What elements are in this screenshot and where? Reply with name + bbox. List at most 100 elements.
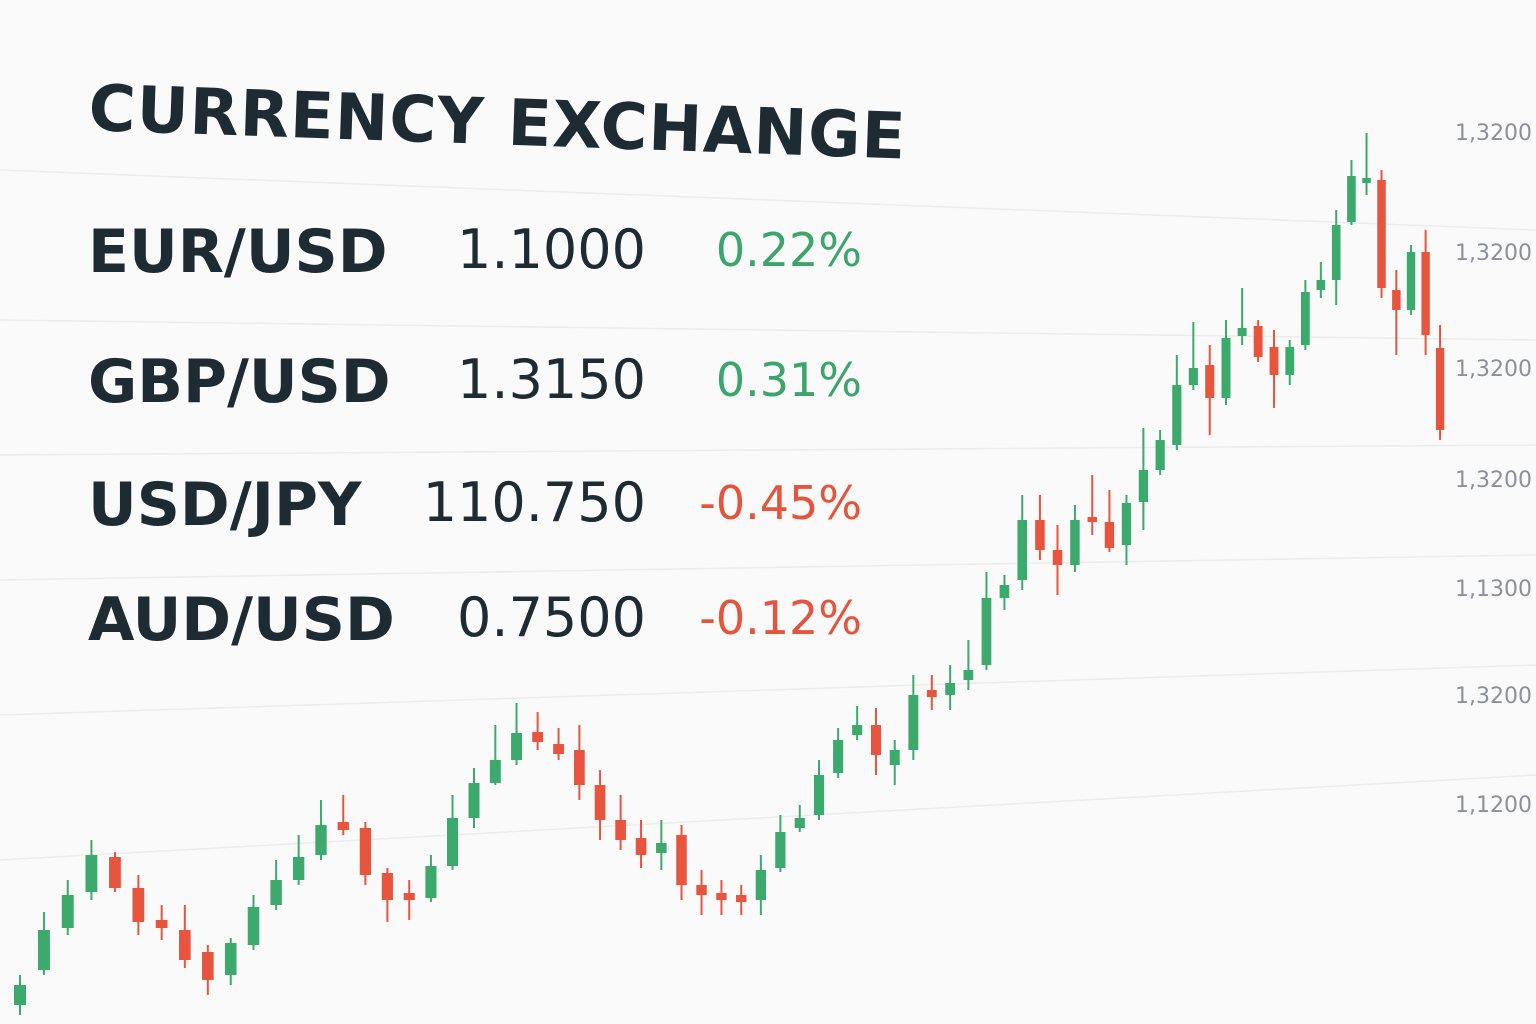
candle-body	[1362, 178, 1371, 183]
candle-body	[635, 838, 647, 855]
candle-body	[676, 835, 687, 885]
candle-body	[14, 985, 26, 1005]
candle-body	[615, 820, 626, 840]
y-axis-label: 1,3200	[1455, 684, 1532, 709]
candle-body	[1070, 520, 1080, 565]
rate-value: 1.1000	[457, 218, 646, 281]
y-axis-label: 1,3200	[1455, 468, 1532, 493]
candle-body	[553, 744, 564, 754]
change-value: -0.12%	[699, 591, 862, 645]
candle-body	[511, 733, 522, 760]
pair-label: GBP/USD	[88, 347, 391, 417]
candle-body	[833, 740, 844, 773]
background-rule	[0, 664, 1536, 716]
candle-body	[1421, 252, 1430, 335]
candle-body	[61, 895, 74, 928]
candle-body	[1205, 365, 1215, 398]
candle-body	[871, 725, 881, 755]
candle-body	[1285, 347, 1295, 375]
candle-body	[1221, 338, 1231, 398]
candle-body	[403, 893, 415, 900]
candle-body	[132, 888, 145, 922]
pair-label: USD/JPY	[88, 470, 363, 540]
candle-body	[656, 843, 667, 853]
candle-body	[1253, 326, 1263, 357]
candle-body	[1188, 368, 1198, 385]
y-axis-label: 1,1200	[1455, 793, 1532, 818]
candle-body	[359, 828, 371, 875]
candle-body	[716, 893, 727, 900]
candle-body	[794, 818, 805, 828]
candle-body	[999, 585, 1010, 598]
candle-body	[425, 866, 437, 898]
candle-body	[155, 920, 168, 928]
candle-body	[1035, 520, 1045, 550]
candle-body	[489, 760, 501, 783]
candle-body	[532, 732, 544, 742]
candle-body	[178, 930, 191, 960]
candle-body	[963, 670, 974, 680]
candle-body	[1052, 550, 1063, 565]
page-title: CURRENCY EXCHANGE	[87, 72, 907, 175]
y-axis-label: 1,3200	[1455, 121, 1532, 146]
candle-body	[1301, 292, 1310, 345]
candle-body	[1435, 348, 1445, 430]
candle-body	[109, 857, 121, 888]
y-axis-label: 1,3200	[1455, 241, 1532, 266]
candle-body	[447, 818, 459, 866]
candle-body	[1121, 503, 1132, 545]
candle-body	[1155, 440, 1165, 470]
candle-body	[1347, 176, 1356, 222]
candlestick-chart: 1,3200 1,3200 1,3200 1,3200 1,1300 1,3200 1,12…	[14, 121, 1532, 1015]
candle-body	[908, 695, 919, 750]
candle-body	[945, 683, 956, 695]
candle-body	[1316, 280, 1326, 290]
candle-body	[813, 775, 825, 815]
y-axis-label: 1,1300	[1455, 577, 1532, 602]
change-value: -0.45%	[699, 476, 862, 530]
background-rule	[0, 169, 1536, 231]
pair-label: EUR/USD	[88, 217, 388, 287]
candle-body	[315, 825, 327, 855]
candle-body	[696, 885, 707, 895]
candle-body	[594, 785, 606, 820]
rate-table: EUR/USD 1.1000 0.22% GBP/USD 1.3150 0.31% USD/…	[88, 217, 862, 655]
candle-body	[1138, 470, 1148, 502]
background-rule	[0, 444, 1536, 456]
candle-body	[926, 690, 937, 697]
candle-body	[1104, 522, 1115, 548]
candle-body	[37, 930, 50, 970]
rate-value: 0.7500	[457, 586, 646, 649]
candle-body	[1237, 328, 1247, 336]
candle-body	[85, 855, 98, 892]
candle-body	[755, 870, 767, 900]
background-rule	[0, 554, 1536, 581]
candle-body	[1331, 225, 1341, 280]
candle-body	[337, 822, 349, 830]
change-value: 0.31%	[716, 353, 862, 407]
background-rule	[0, 774, 1536, 861]
candle-body	[1377, 180, 1386, 288]
candle-body	[889, 750, 900, 765]
change-value: 0.22%	[716, 223, 862, 277]
candle-body	[270, 880, 282, 905]
candle-body	[1172, 385, 1182, 445]
rate-value: 1.3150	[457, 348, 646, 411]
candle-body	[736, 895, 747, 902]
candle-body	[852, 725, 863, 735]
candle-body	[292, 857, 305, 880]
background-rule	[0, 319, 1536, 341]
candle-body	[1017, 520, 1028, 580]
candle-body	[1087, 517, 1097, 522]
candle-body	[1269, 347, 1279, 375]
candle-body	[381, 873, 393, 900]
candle-body	[574, 750, 585, 785]
y-axis-label: 1,3200	[1455, 357, 1532, 382]
candle-body	[247, 907, 260, 945]
candle-body	[775, 832, 786, 868]
candle-body	[468, 783, 480, 818]
pair-label: AUD/USD	[88, 585, 395, 655]
candle-body	[981, 598, 992, 665]
